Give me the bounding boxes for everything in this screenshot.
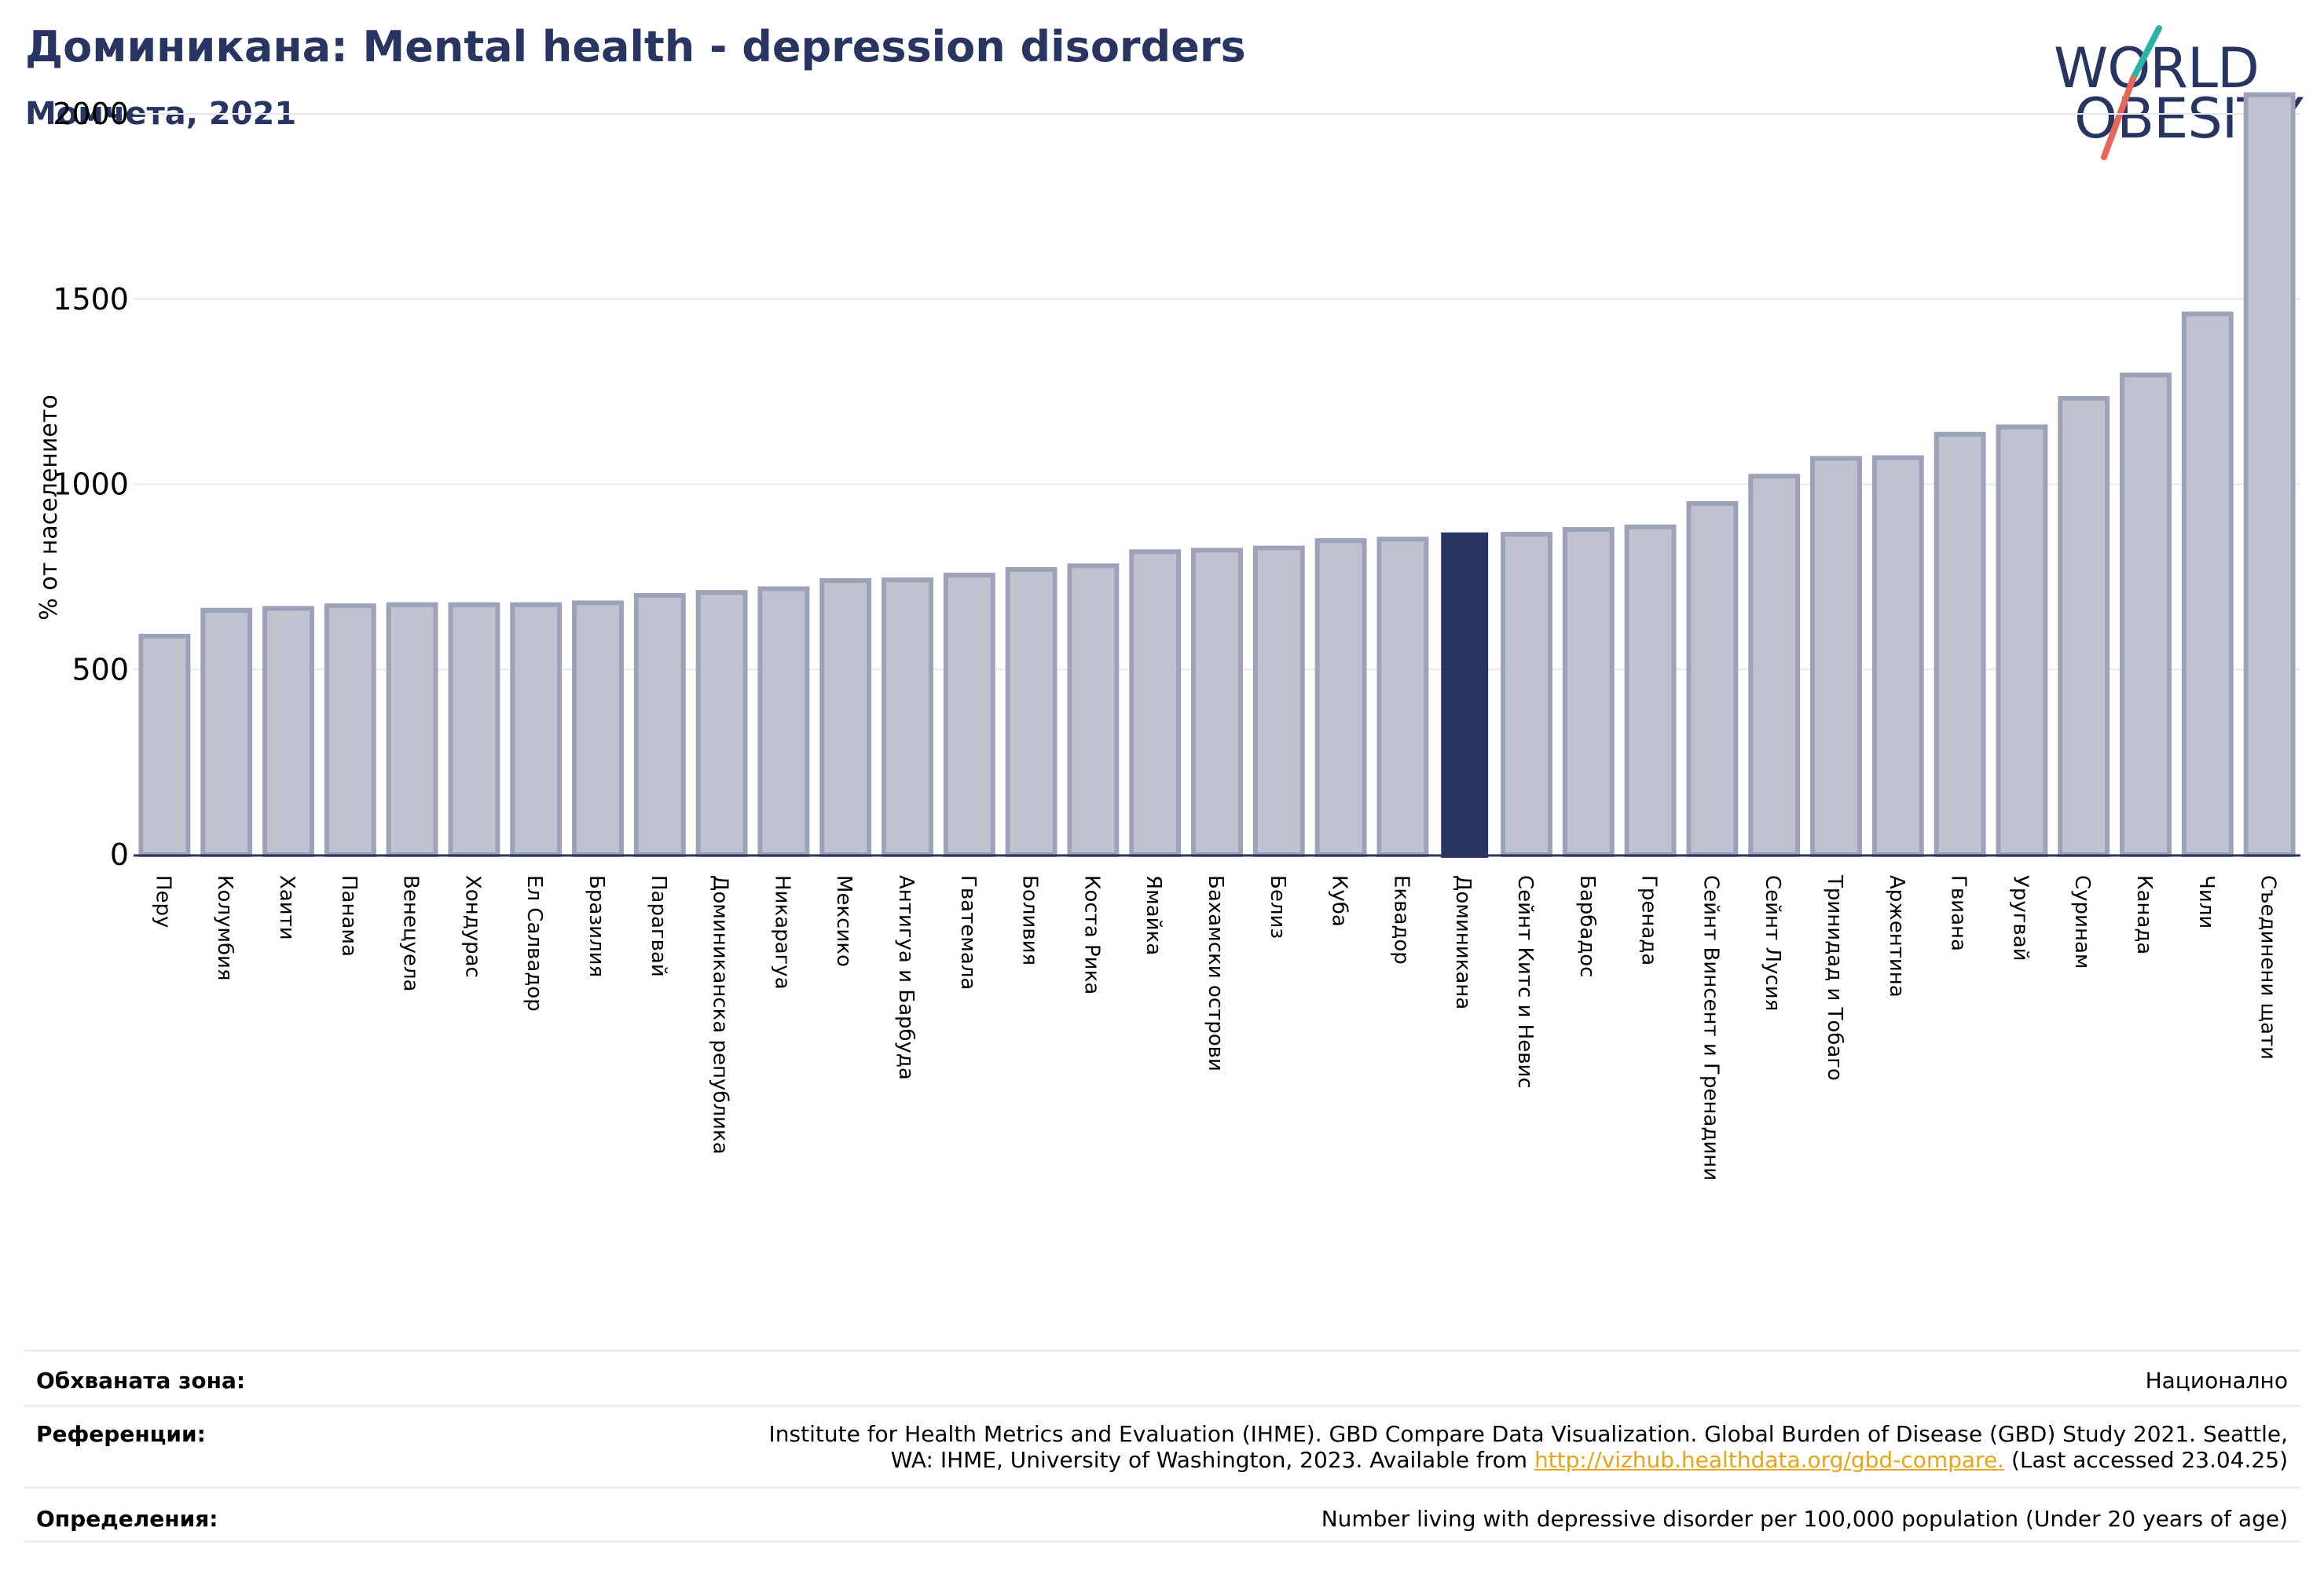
- bar-16: [1129, 549, 1182, 857]
- x-tick-label: Никарагуа: [770, 875, 794, 990]
- x-tick-label: Панама: [337, 875, 361, 957]
- y-tick-label: 1000: [53, 467, 129, 502]
- bar-33: [2181, 311, 2234, 857]
- bar-0: [138, 633, 191, 857]
- y-tick-label: 0: [110, 837, 129, 872]
- x-tick-label: Ел Салвадор: [522, 875, 546, 1012]
- x-tick-label: Гвиана: [1947, 875, 1970, 951]
- y-tick-label: 500: [71, 652, 129, 687]
- x-tick-label: Коста Рика: [1080, 875, 1103, 994]
- footer-row-references: Референции: Institute for Health Metrics…: [24, 1405, 2300, 1486]
- x-tick-label: Чили: [2194, 875, 2218, 929]
- bar-chart: 0 500 1000 1500 2000 Перу Колумбия Хаити Панама…: [35, 92, 2300, 1181]
- definitions-value: Number living with depressive disorder p…: [1321, 1506, 2288, 1532]
- x-tick-label: Барбадос: [1575, 875, 1599, 977]
- x-tick-label: Колумбия: [213, 875, 236, 981]
- coverage-label: Обхваната зона:: [36, 1368, 246, 1394]
- logo-slash-icon: [2101, 25, 2162, 160]
- bar-28: [1871, 455, 1924, 857]
- bar-25: [1686, 501, 1739, 857]
- x-tick-label: Доминиканска република: [709, 875, 732, 1155]
- x-tick-label: Ямайка: [1142, 875, 1165, 955]
- y-axis-ticks: 0 500 1000 1500 2000: [53, 97, 129, 872]
- x-tick-label: Бразилия: [585, 875, 608, 977]
- bar-32: [2120, 372, 2172, 858]
- bar-31: [2058, 396, 2110, 857]
- x-tick-label: Гватемала: [956, 875, 980, 990]
- x-tick-label: Уругвай: [2008, 875, 2032, 961]
- references-link[interactable]: http://vizhub.healthdata.org/gbd-compare…: [1534, 1447, 2005, 1473]
- bar-29: [1934, 431, 1986, 857]
- bar-14: [1005, 566, 1058, 857]
- bar-15: [1067, 563, 1120, 857]
- logo-line-1: WORLD: [2054, 36, 2260, 101]
- x-tick-label: Сейнт Винсент и Гренадини: [1699, 875, 1722, 1181]
- bar-18: [1252, 545, 1305, 858]
- x-tick-label: Антигуа и Барбуда: [894, 875, 918, 1080]
- x-axis-labels: Перу Колумбия Хаити Панама Венецуела Хондурас…: [151, 874, 2279, 1181]
- references-line-2: WA: IHME, University of Washington, 2023…: [769, 1447, 2288, 1473]
- x-tick-label: Съединени щати: [2256, 875, 2280, 1060]
- x-tick-label: Мексико: [832, 875, 856, 967]
- references-line-2-pre: WA: IHME, University of Washington, 2023…: [890, 1447, 1534, 1473]
- bar-12: [882, 577, 933, 857]
- bar-19: [1314, 538, 1367, 858]
- footer-row-coverage: Обхваната зона: Национално: [24, 1350, 2300, 1405]
- bar-30: [1996, 424, 2048, 857]
- x-tick-label: Куба: [1328, 875, 1351, 927]
- bar-3: [324, 603, 376, 857]
- bar-1: [200, 607, 253, 857]
- x-tick-label: Гренада: [1637, 875, 1661, 965]
- references-label: Референции:: [36, 1421, 206, 1447]
- bar-34: [2243, 92, 2296, 858]
- x-tick-label: Сейнт Китс и Невис: [1513, 875, 1537, 1089]
- bar-23: [1562, 527, 1615, 857]
- y-axis-label: % от населението: [35, 394, 63, 620]
- x-tick-label: Бахамски острови: [1204, 875, 1227, 1071]
- x-tick-label: Тринидад и Тобаго: [1823, 874, 1846, 1081]
- bar-13: [943, 573, 995, 858]
- coverage-value: Национално: [2145, 1368, 2288, 1394]
- x-tick-label: Суринам: [2070, 875, 2094, 969]
- bar-8: [633, 592, 686, 857]
- footer-row-definitions: Определения: Number living with depressi…: [24, 1486, 2300, 1543]
- y-tick-label: 2000: [53, 97, 129, 131]
- bars: [138, 92, 2296, 858]
- x-tick-label: Доминикана: [1451, 875, 1475, 1009]
- x-tick-label: Парагвай: [647, 875, 670, 977]
- bar-17: [1191, 548, 1243, 857]
- x-tick-label: Венецуела: [399, 875, 423, 991]
- x-tick-label: Аржентина: [1885, 875, 1908, 998]
- bar-2: [262, 606, 314, 857]
- x-tick-label: Перу: [151, 875, 174, 928]
- x-tick-label: Сейнт Лусия: [1761, 875, 1784, 1011]
- definitions-label: Определения:: [36, 1506, 218, 1532]
- bar-27: [1810, 456, 1862, 857]
- x-tick-label: Канада: [2132, 875, 2156, 954]
- x-tick-label: Еквадор: [1389, 875, 1413, 965]
- bar-26: [1748, 474, 1801, 857]
- bar-4: [386, 602, 438, 857]
- y-tick-label: 1500: [53, 282, 129, 317]
- x-tick-label: Боливия: [1018, 875, 1042, 965]
- bar-22: [1501, 532, 1552, 858]
- bar-21: [1441, 532, 1489, 858]
- bar-20: [1376, 537, 1429, 857]
- chart-footer: Обхваната зона: Национално Референции: I…: [24, 1350, 2300, 1543]
- references-line-2-post: (Last accessed 23.04.25): [2004, 1447, 2288, 1473]
- chart-title: Доминикана: Mental health - depression d…: [25, 22, 1246, 71]
- bar-24: [1624, 524, 1677, 857]
- bar-7: [572, 600, 624, 857]
- x-tick-label: Белиз: [1266, 875, 1289, 939]
- references-value: Institute for Health Metrics and Evaluat…: [769, 1421, 2288, 1473]
- bar-5: [448, 602, 500, 857]
- references-line-1: Institute for Health Metrics and Evaluat…: [768, 1421, 2288, 1447]
- bar-11: [819, 578, 872, 858]
- x-tick-label: Хаити: [275, 875, 299, 940]
- x-tick-label: Хондурас: [460, 875, 484, 978]
- bar-6: [510, 602, 563, 857]
- bar-10: [757, 586, 810, 857]
- bar-9: [695, 590, 748, 857]
